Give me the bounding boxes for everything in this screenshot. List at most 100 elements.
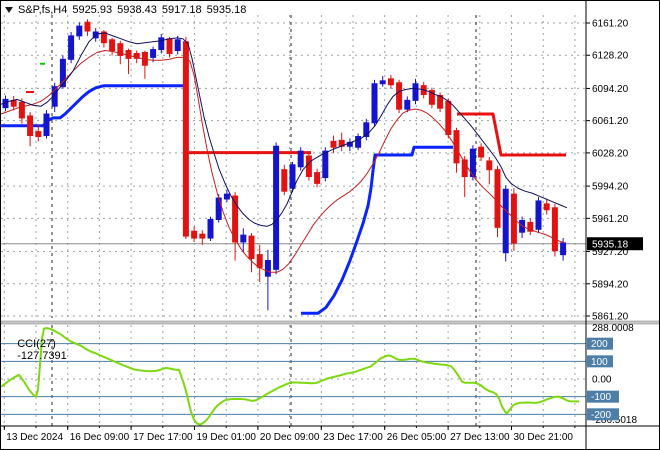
current-price-tag-text: 5935.18 [592, 240, 629, 251]
candle-bear [27, 115, 34, 137]
candle-bear [10, 99, 17, 107]
candle-bull [174, 39, 181, 52]
candle-bull [215, 197, 222, 221]
candle-bear [199, 233, 206, 239]
price-tick-label: 5927.20 [592, 247, 629, 258]
time-tick-label: 17 Dec 17:00 [133, 432, 193, 443]
ohlc-low: 5917.18 [161, 3, 202, 16]
price-tick-label: 6061.20 [592, 116, 629, 127]
cci-zero-label: 0.00 [592, 375, 612, 386]
candle-bear [494, 169, 501, 228]
candle-bear [18, 101, 25, 119]
candle-bear [256, 254, 263, 268]
candle-bear [84, 21, 91, 32]
candle-bull [412, 83, 419, 101]
time-tick-label: 23 Dec 17:00 [323, 432, 383, 443]
price-tick-label: 5894.20 [592, 279, 629, 290]
candle-bull [223, 193, 230, 200]
candle-bear [133, 52, 140, 59]
candle-bear [182, 41, 189, 237]
candle-bear [461, 159, 468, 178]
cci-level-tag-text: -200 [591, 410, 611, 421]
candle-bear [232, 195, 239, 243]
candle-bull [289, 164, 296, 189]
candle-bull [76, 25, 83, 37]
candle-bull [207, 219, 214, 239]
time-tick-label: 27 Dec 13:00 [450, 432, 510, 443]
candle-bull [240, 234, 247, 243]
cci-series-line [1, 327, 580, 426]
ohlc-open: 5925.93 [72, 3, 113, 16]
candle-bull [363, 122, 370, 137]
candle-bear [248, 235, 255, 260]
candle-bull [560, 242, 567, 256]
price-tick-label: 5961.20 [592, 214, 629, 225]
candle-bear [281, 169, 288, 192]
time-tick-label: 30 Dec 21:00 [514, 432, 574, 443]
candle-bear [527, 221, 534, 232]
candle-bull [297, 150, 304, 168]
price-tick-label: 5994.20 [592, 182, 629, 193]
chart-header: S&P,fs,H4 5925.93 5938.43 5917.18 5935.1… [5, 3, 251, 16]
candle-bear [428, 90, 435, 105]
ma-fast-navy-line [1, 32, 568, 227]
ohlc-close: 5935.18 [206, 3, 247, 16]
candle-bull [519, 219, 526, 233]
candle-bear [330, 140, 337, 148]
cci-level-tag [587, 390, 619, 403]
candle-bull [273, 145, 280, 270]
candle-bear [191, 230, 198, 239]
candle-bear [445, 100, 452, 136]
candle-bull [469, 148, 476, 178]
support-step-line [301, 145, 453, 315]
time-tick-label: 20 Dec 09:00 [260, 432, 320, 443]
candle-bull [51, 86, 58, 107]
candle-bear [437, 94, 444, 109]
time-tick-label: 13 Dec 2024 [6, 432, 63, 443]
candle-bull [355, 135, 362, 148]
cci-level-tag [587, 408, 619, 421]
candle-bull [322, 150, 329, 179]
price-tick-label: 6094.20 [592, 84, 629, 95]
candle-bull [43, 113, 50, 137]
cci-indicator-label: CCI(27) [17, 338, 56, 350]
time-tick-label: 19 Dec 01:00 [197, 432, 257, 443]
candle-bull [404, 99, 411, 110]
candle-bear [396, 82, 403, 110]
candle-bull [158, 37, 165, 51]
cci-level-tag [587, 355, 613, 368]
price-tick-label: 6161.20 [592, 19, 629, 30]
candle-bull [502, 188, 509, 254]
ohlc-high: 5938.43 [117, 3, 157, 16]
time-tick-label: 16 Dec 09:00 [70, 432, 130, 443]
cci-level-tag [587, 337, 613, 350]
price-tick-label: 5861.20 [592, 312, 629, 323]
candle-bear [551, 207, 558, 252]
cci-level-tag-text: 100 [591, 357, 608, 368]
cci-indicator-header: CCI(27) -127.7391 [5, 326, 71, 374]
price-tick-label: 6128.20 [592, 51, 629, 62]
cci-level-tag-text: 200 [591, 339, 608, 350]
candle-bear [314, 172, 321, 184]
candle-bull [59, 58, 66, 88]
symbol-dropdown-icon[interactable] [5, 6, 13, 13]
current-price-tag [587, 237, 643, 251]
panel-divider [1, 320, 659, 325]
cci-max-label: 288.0008 [592, 323, 634, 334]
candle-bear [486, 160, 493, 171]
candle-bear [305, 155, 312, 178]
candle-bull [150, 49, 157, 58]
candle-bear [543, 203, 550, 211]
time-tick-label: 26 Dec 05:00 [387, 432, 447, 443]
cci-indicator-value: -127.7391 [17, 350, 67, 362]
price-tick-label: 6028.20 [592, 148, 629, 159]
candle-bear [109, 39, 116, 52]
candle-bear [117, 43, 124, 56]
candle-bear [35, 131, 42, 137]
candle-bull [535, 200, 542, 230]
ma-slow-red-line [1, 50, 566, 273]
symbol-label: S&P,fs,H4 [18, 3, 68, 16]
